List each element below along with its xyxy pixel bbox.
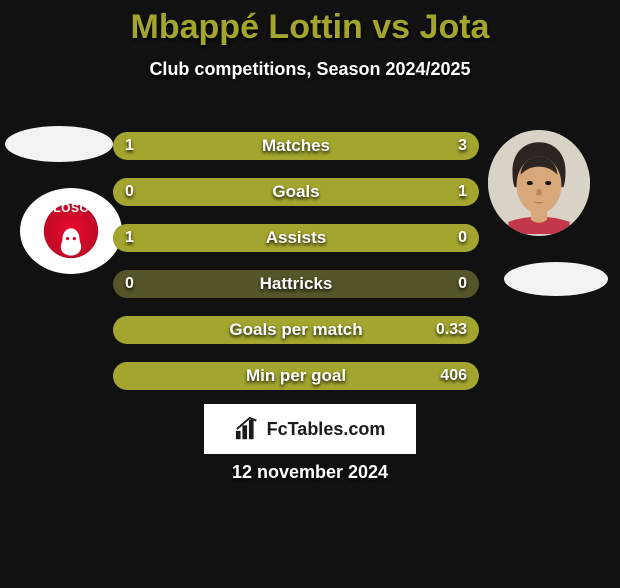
stat-row-assists: 1 Assists 0	[113, 224, 479, 252]
stat-row-matches: 1 Matches 3	[113, 132, 479, 160]
stat-right-value: 0.33	[436, 316, 467, 344]
player-left-avatar	[5, 126, 113, 162]
player-right-club-badge	[504, 262, 608, 296]
stat-right-value: 1	[458, 178, 467, 206]
stat-row-min-per-goal: Min per goal 406	[113, 362, 479, 390]
stat-label: Min per goal	[113, 362, 479, 390]
player-right-avatar	[488, 130, 590, 236]
branding-badge: FcTables.com	[204, 404, 416, 454]
stat-right-value: 3	[458, 132, 467, 160]
stat-label: Assists	[113, 224, 479, 252]
fctables-icon	[235, 417, 261, 441]
stat-right-value: 0	[458, 270, 467, 298]
stat-right-value: 0	[458, 224, 467, 252]
stat-row-hattricks: 0 Hattricks 0	[113, 270, 479, 298]
stat-label: Goals per match	[113, 316, 479, 344]
club-code: LOSC	[53, 201, 88, 215]
stats-bars: 1 Matches 3 0 Goals 1 1 Assists 0 0 Hatt…	[113, 132, 479, 408]
subtitle: Club competitions, Season 2024/2025	[0, 59, 620, 80]
page-title: Mbappé Lottin vs Jota	[0, 8, 620, 47]
branding-label: FcTables.com	[267, 419, 386, 440]
stat-label: Matches	[113, 132, 479, 160]
stat-right-value: 406	[440, 362, 467, 390]
stat-label: Hattricks	[113, 270, 479, 298]
player-left-club-badge: LOSC	[20, 188, 122, 274]
date-label: 12 november 2024	[0, 462, 620, 483]
club-mascot-icon	[54, 225, 88, 259]
stat-label: Goals	[113, 178, 479, 206]
stat-row-goals: 0 Goals 1	[113, 178, 479, 206]
stat-row-goals-per-match: Goals per match 0.33	[113, 316, 479, 344]
